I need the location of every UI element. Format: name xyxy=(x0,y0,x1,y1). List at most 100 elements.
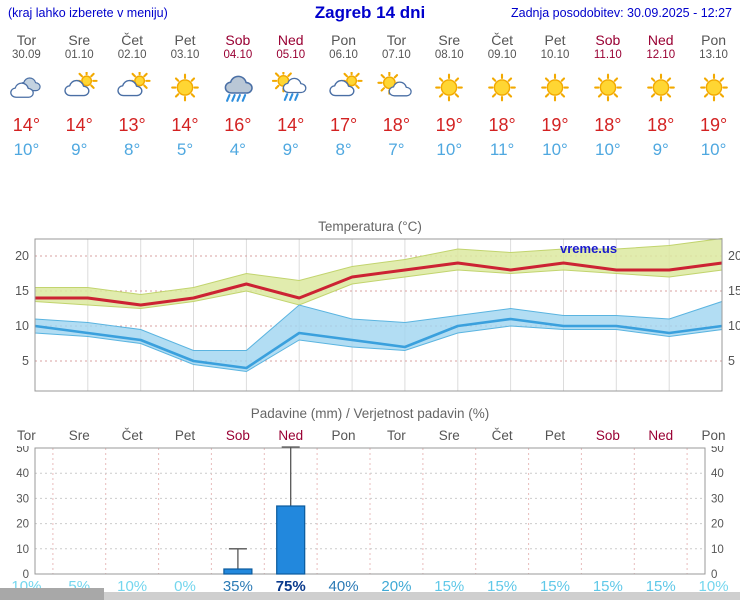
day-date: 01.10 xyxy=(64,49,94,61)
precip-ytick-right: 0 xyxy=(711,569,717,578)
day-date: 05.10 xyxy=(276,49,306,61)
weather-icon-box xyxy=(0,66,53,110)
max-temp: 19° xyxy=(541,115,569,135)
precip-probability: 10% xyxy=(698,578,729,595)
precip-day-label: Pet xyxy=(174,428,196,443)
min-temp: 4° xyxy=(229,140,246,159)
day-cell-7[interactable]: Tor 07.10 18° 7° xyxy=(370,32,423,160)
min-temp: 5° xyxy=(176,140,194,159)
day-cell-4[interactable]: Sob 04.10 16° 4° xyxy=(211,32,264,160)
day-cell-6[interactable]: Pon 06.10 17° 8° xyxy=(317,32,370,160)
sunny-icon xyxy=(171,73,199,102)
min-temp: 10° xyxy=(13,140,40,159)
precip-probability: 20% xyxy=(381,578,412,595)
temp-ytick-left: 20 xyxy=(15,249,29,263)
day-name: Ned xyxy=(647,32,674,48)
scrollbar-thumb[interactable] xyxy=(0,588,104,600)
max-temp: 16° xyxy=(224,115,252,135)
sunny-icon xyxy=(488,73,516,102)
sunny-icon xyxy=(435,73,464,102)
precip-ytick-right: 50 xyxy=(711,446,724,455)
day-name: Sre xyxy=(68,32,91,48)
day-cell-2[interactable]: Čet 02.10 13° 8° xyxy=(106,32,159,160)
day-date: 06.10 xyxy=(329,49,358,61)
day-date: 04.10 xyxy=(223,49,253,61)
weather-icon-box xyxy=(529,66,582,110)
temperature-chart-title: Temperatura (°C) xyxy=(318,219,422,234)
temperature-chart: 5 5 10 10 15 15 20 20 vreme.us xyxy=(15,237,740,392)
day-cell-12[interactable]: Ned 12.10 18° 9° xyxy=(634,32,687,160)
day-name: Čet xyxy=(121,32,144,48)
min-temp: 10° xyxy=(594,140,621,159)
day-date: 02.10 xyxy=(117,49,147,61)
weather-icon-box xyxy=(106,66,159,110)
precip-day-label: Sob xyxy=(595,428,620,443)
day-date: 12.10 xyxy=(646,49,676,61)
day-name: Pet xyxy=(174,32,196,48)
weather-icon-box xyxy=(370,66,423,110)
precip-day-label: Čet xyxy=(121,428,143,443)
precip-ytick-right: 10 xyxy=(711,544,724,556)
day-name: Tor xyxy=(16,32,37,48)
weather-icon-box xyxy=(634,66,687,110)
weather-icon-box xyxy=(423,66,476,110)
day-name: Pon xyxy=(701,32,727,48)
rain-icon xyxy=(224,75,253,102)
precip-ytick-left: 10 xyxy=(16,544,29,556)
day-cell-11[interactable]: Sob 11.10 18° 10° xyxy=(581,32,634,160)
sunny-icon xyxy=(646,73,675,102)
weather-icon-box xyxy=(476,66,529,110)
day-cell-8[interactable]: Sre 08.10 19° 10° xyxy=(423,32,476,160)
sunny-icon xyxy=(593,73,622,102)
precip-bar xyxy=(276,505,306,575)
day-cell-0[interactable]: Tor 30.09 14° 10° xyxy=(0,32,53,160)
min-temp: 8° xyxy=(335,140,352,159)
precip-ytick-left: 0 xyxy=(23,569,29,578)
day-name: Sob xyxy=(595,32,621,48)
day-name: Ned xyxy=(277,32,304,48)
precip-probability: 15% xyxy=(592,578,623,595)
precip-ytick-left: 40 xyxy=(16,468,29,480)
page-title: Zagreb 14 dni xyxy=(314,3,426,22)
precip-day-label: Sob xyxy=(225,428,250,443)
mostly-cloudy-icon xyxy=(328,72,363,97)
day-date: 09.10 xyxy=(487,49,517,61)
precip-day-label-row: Tor Sre Čet Pet Sob Ned Pon Tor Sre Čet Pet Sob Ned P… xyxy=(0,428,740,443)
temp-ytick-right: 10 xyxy=(728,319,740,333)
day-cell-3[interactable]: Pet 03.10 14° 5° xyxy=(159,32,212,160)
day-cell-10[interactable]: Pet 10.10 19° 10° xyxy=(529,32,582,160)
min-temp: 10° xyxy=(436,140,463,159)
day-name: Sob xyxy=(225,32,251,48)
day-name: Čet xyxy=(491,32,514,48)
max-temp: 14° xyxy=(277,115,305,135)
menu-hint-note: (kraj lahko izberete v meniju) xyxy=(8,6,168,20)
day-cell-9[interactable]: Čet 09.10 18° 11° xyxy=(476,32,529,160)
mostly-cloudy-icon xyxy=(117,72,151,97)
watermark-link[interactable]: vreme.us xyxy=(560,241,617,256)
day-date: 03.10 xyxy=(170,49,200,61)
weather-icon-box xyxy=(211,66,264,110)
day-date: 08.10 xyxy=(434,49,464,61)
min-temp: 9° xyxy=(71,140,88,159)
sun-rain-icon xyxy=(271,72,307,101)
precip-day-label: Sre xyxy=(438,428,460,443)
precipitation-chart: 0 0 10 10 20 20 30 30 40 40 50 50 xyxy=(16,446,724,578)
precip-day-label: Pon xyxy=(701,428,726,443)
day-cell-13[interactable]: Pon 13.10 19° 10° xyxy=(687,32,740,160)
temp-ytick-left: 5 xyxy=(22,354,29,368)
weather-icon-box xyxy=(159,66,212,110)
day-cell-5[interactable]: Ned 05.10 14° 9° xyxy=(264,32,317,160)
day-name: Pet xyxy=(544,32,566,48)
max-temp: 14° xyxy=(12,115,41,135)
precip-day-label: Pet xyxy=(544,428,566,443)
partly-cloudy-icon xyxy=(377,72,413,97)
min-temp: 11° xyxy=(489,140,515,159)
bottom-scrollbar[interactable] xyxy=(0,588,740,600)
weather-icon-box xyxy=(264,66,317,110)
temp-ytick-left: 10 xyxy=(15,319,29,333)
forecast-day-strip: Tor 30.09 14° 10° Sre 01.10 14° 9° Čet 02.10 13… xyxy=(0,32,740,160)
precip-probability: 10% xyxy=(117,578,148,595)
day-cell-1[interactable]: Sre 01.10 14° 9° xyxy=(53,32,106,160)
last-updated-label: Zadnja posodobitev: 30.09.2025 - 12:27 xyxy=(510,6,732,20)
